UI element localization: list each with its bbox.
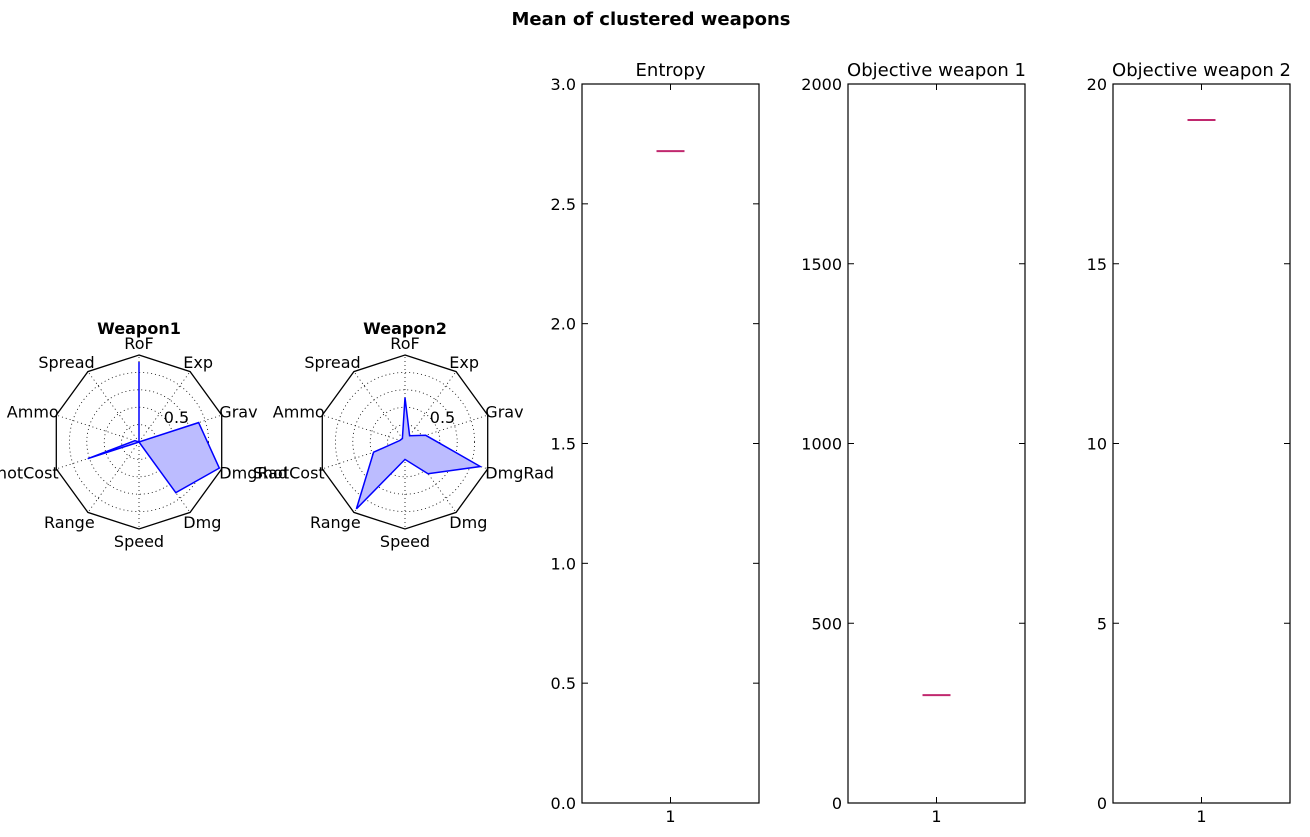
- y-tick-label: 0.5: [551, 674, 576, 693]
- radar-spoke-shotcost: [322, 441, 406, 470]
- y-tick-label: 2000: [801, 75, 842, 94]
- radar-axis-label-spread: Spread: [304, 353, 360, 372]
- y-tick-label: 1.5: [551, 435, 576, 454]
- radar-axis-label-exp: Exp: [449, 353, 479, 372]
- radar-spoke-spread: [353, 371, 406, 443]
- radar-axis-label-spread: Spread: [38, 353, 94, 372]
- axes-title: Objective weapon 1: [847, 60, 1026, 81]
- radar-grid-ring: [369, 406, 441, 478]
- radar-axis-label-grav: Grav: [485, 402, 523, 421]
- axes-title: Objective weapon 2: [1112, 60, 1291, 81]
- figure-title: Mean of clustered weapons: [512, 9, 791, 30]
- chart-4: Objective weapon 1 0 500 1000 1500 2000 1: [801, 60, 1026, 826]
- chart-3: Entropy 0.0 0.5 1.0 1.5 2.0 2.5 3.0 1: [551, 60, 760, 826]
- x-tick-label: 1: [931, 807, 941, 826]
- y-tick-label: 5: [1097, 614, 1107, 633]
- radar-axis-label-range: Range: [44, 513, 95, 532]
- radar-axis-label-dmg: Dmg: [449, 513, 487, 532]
- radar-r-tick-label: 0.5: [430, 408, 455, 427]
- radar-series-polygon: [87, 362, 221, 494]
- y-tick-label: 15: [1087, 255, 1107, 274]
- radar-spoke-shotcost: [56, 441, 140, 470]
- y-tick-label: 0.0: [551, 794, 576, 813]
- radar-frame: [321, 354, 489, 530]
- radar-grid-ring: [69, 371, 209, 512]
- radar-spoke-ammo: [56, 414, 140, 443]
- y-tick-label: 1.0: [551, 554, 576, 573]
- radar-axis-label-grav: Grav: [219, 402, 257, 421]
- radar-spoke-grav: [138, 414, 222, 443]
- y-tick-label: 20: [1087, 75, 1107, 94]
- y-tick-label: 3.0: [551, 75, 576, 94]
- x-tick-label: 1: [1196, 807, 1206, 826]
- radar-title: Weapon1: [97, 319, 181, 338]
- radar-axis-label-speed: Speed: [380, 532, 430, 551]
- y-tick-label: 10: [1087, 435, 1107, 454]
- radar-axis-label-dmgrad: DmgRad: [219, 464, 288, 483]
- radar-spoke-spread: [87, 371, 140, 443]
- radar-title: Weapon2: [363, 319, 447, 338]
- axes-frame: [1112, 83, 1291, 804]
- radar-axis-label-rof: RoF: [124, 334, 153, 353]
- x-tick-label: 1: [665, 807, 675, 826]
- radar-frame: [55, 354, 223, 530]
- axes-frame: [581, 83, 760, 804]
- radar-axis-label-ammo: Ammo: [7, 402, 59, 421]
- radar-axis-label-dmgrad: DmgRad: [485, 464, 554, 483]
- axes-title: Entropy: [636, 60, 706, 81]
- radar-axis-label-range: Range: [310, 513, 361, 532]
- radar-spoke-exp: [138, 371, 191, 443]
- chart-2: 0.5 RoF Exp Grav DmgRad Dmg Speed Range ShotCost…: [253, 319, 554, 551]
- y-tick-label: 1500: [801, 255, 842, 274]
- radar-axis-label-speed: Speed: [114, 532, 164, 551]
- radar-r-tick-label: 0.5: [164, 408, 189, 427]
- charts-group: 0.5 RoF Exp Grav DmgRad Dmg Speed Range ShotCost…: [0, 60, 1291, 826]
- chart-5: Objective weapon 2 0 5 10 15 20 1: [1087, 60, 1291, 826]
- radar-axis-label-shotcost: ShotCost: [253, 464, 325, 483]
- chart-1: 0.5 RoF Exp Grav DmgRad Dmg Speed Range ShotCost…: [0, 319, 288, 551]
- y-tick-label: 500: [811, 614, 842, 633]
- radar-series-polygon: [355, 397, 483, 510]
- radar-spoke-dmg: [138, 441, 191, 513]
- y-tick-label: 0: [832, 794, 842, 813]
- y-tick-label: 1000: [801, 435, 842, 454]
- y-tick-label: 2.5: [551, 195, 576, 214]
- radar-axis-label-dmg: Dmg: [183, 513, 221, 532]
- radar-spoke-range: [87, 441, 140, 513]
- radar-grid-ring: [334, 371, 475, 512]
- radar-axis-label-exp: Exp: [183, 353, 213, 372]
- radar-axis-label-rof: RoF: [390, 334, 419, 353]
- radar-spoke-ammo: [322, 414, 406, 443]
- radar-axis-label-shotcost: ShotCost: [0, 464, 59, 483]
- radar-axis-label-ammo: Ammo: [273, 402, 325, 421]
- radar-spoke-exp: [404, 371, 457, 443]
- radar-spoke-dmg: [404, 441, 457, 513]
- y-tick-label: 2.0: [551, 315, 576, 334]
- y-tick-label: 0: [1097, 794, 1107, 813]
- radar-spoke-grav: [404, 414, 488, 443]
